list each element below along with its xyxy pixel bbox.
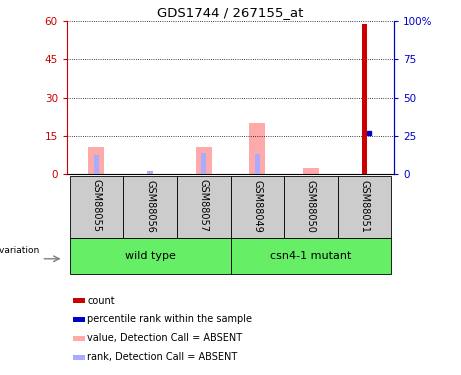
- Text: csn4-1 mutant: csn4-1 mutant: [270, 251, 352, 261]
- Text: rank, Detection Call = ABSENT: rank, Detection Call = ABSENT: [87, 352, 237, 363]
- Bar: [303, 168, 319, 174]
- Bar: [254, 154, 260, 174]
- Text: percentile rank within the sample: percentile rank within the sample: [87, 315, 252, 324]
- Bar: [73, 336, 85, 341]
- Bar: [177, 176, 230, 238]
- Text: value, Detection Call = ABSENT: value, Detection Call = ABSENT: [87, 333, 242, 344]
- Text: wild type: wild type: [124, 251, 176, 261]
- Bar: [230, 176, 284, 238]
- Bar: [284, 176, 338, 238]
- Bar: [94, 155, 99, 174]
- Bar: [70, 176, 123, 238]
- Bar: [195, 147, 212, 174]
- Text: GSM88050: GSM88050: [306, 180, 316, 232]
- Bar: [123, 176, 177, 238]
- Text: GSM88055: GSM88055: [91, 180, 101, 232]
- Bar: [201, 153, 207, 174]
- Text: GSM88051: GSM88051: [360, 180, 370, 232]
- Text: genotype/variation: genotype/variation: [0, 246, 40, 255]
- Text: GSM88056: GSM88056: [145, 180, 155, 232]
- Text: count: count: [87, 296, 115, 306]
- Bar: [70, 238, 230, 274]
- Bar: [362, 24, 367, 174]
- Bar: [148, 171, 153, 174]
- Bar: [73, 355, 85, 360]
- Text: GSM88049: GSM88049: [252, 180, 262, 232]
- Bar: [230, 238, 391, 274]
- Bar: [338, 176, 391, 238]
- Title: GDS1744 / 267155_at: GDS1744 / 267155_at: [157, 6, 304, 20]
- Text: GSM88057: GSM88057: [199, 180, 209, 232]
- Bar: [73, 317, 85, 322]
- Bar: [89, 147, 104, 174]
- Bar: [73, 298, 85, 303]
- Bar: [249, 123, 266, 174]
- Bar: [362, 134, 367, 174]
